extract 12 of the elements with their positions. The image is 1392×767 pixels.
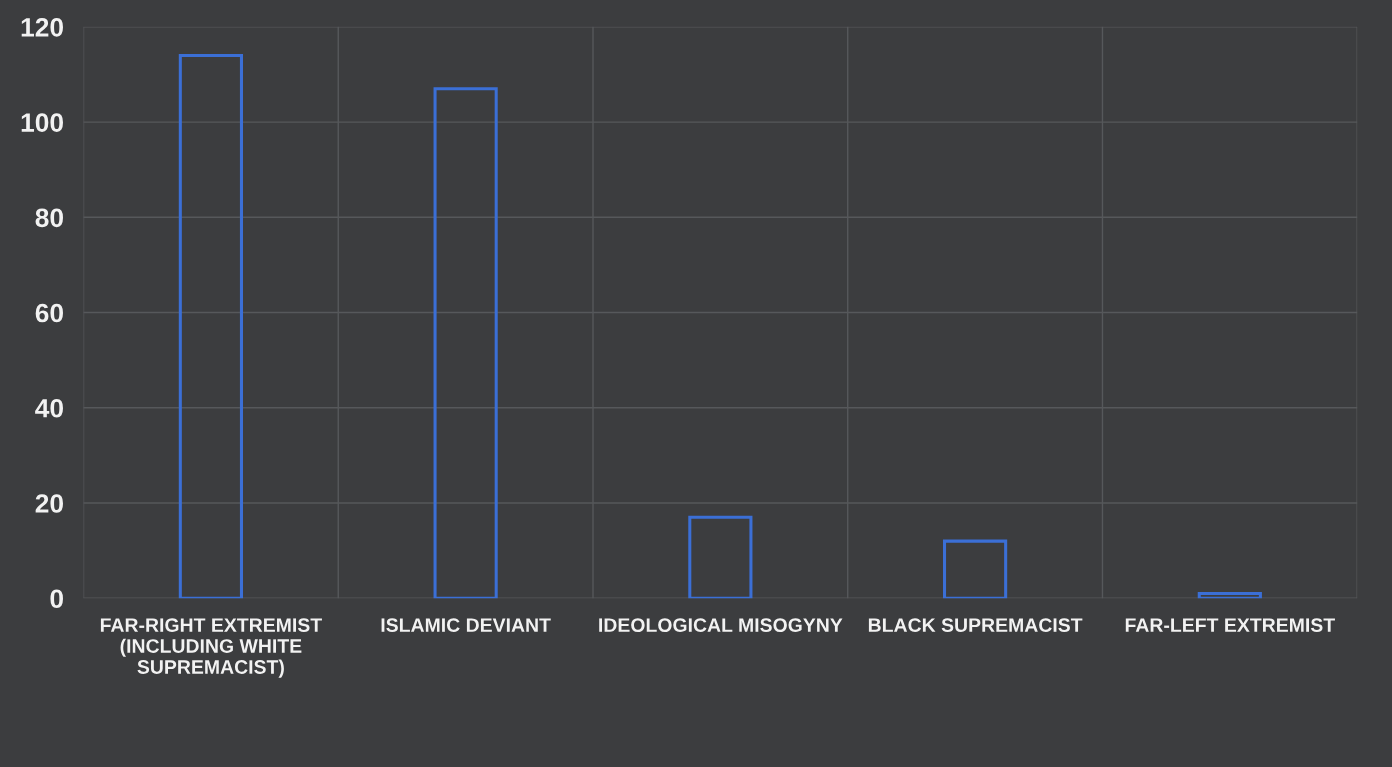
y-tick-label: 0 [50,589,63,609]
y-tick-label: 60 [35,303,63,323]
y-tick-label: 40 [35,398,63,418]
x-tick-label: ISLAMIC DEVIANT [381,618,551,632]
y-tick-label: 120 [21,17,63,37]
y-tick-label: 100 [21,113,63,132]
y-tick-label: 20 [35,494,63,513]
y-tick-label: 80 [35,208,63,228]
x-tick-label: FAR-RIGHT EXTREMIST (INCLUDING WHITE SUPREMACIST) [100,618,322,678]
x-tick-label: BLACK SUPREMACIST [868,618,1083,632]
x-tick-label: IDEOLOGICAL MISOGYNY [599,618,843,632]
x-tick-label: FAR-LEFT EXTREMIST [1125,618,1335,632]
